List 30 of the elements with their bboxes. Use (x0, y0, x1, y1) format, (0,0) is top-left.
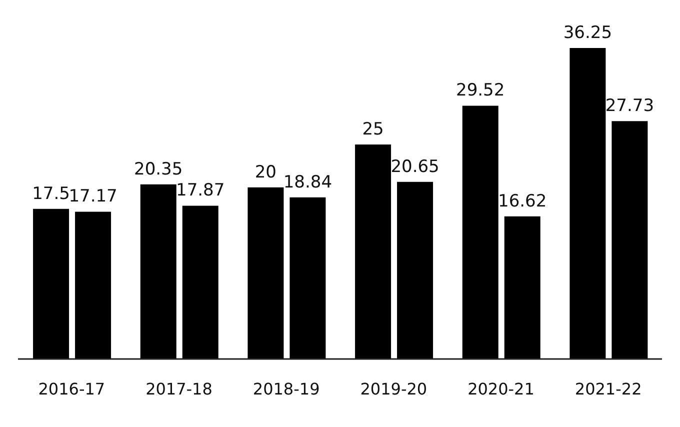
data-label: 29.52 (456, 80, 505, 101)
x-tick-label: 2019-20 (360, 379, 428, 398)
x-tick-label: 2016-17 (38, 379, 106, 398)
bar (33, 208, 70, 359)
x-tick-label: 2021-22 (574, 379, 642, 398)
bar (397, 182, 434, 359)
bar (355, 144, 392, 359)
data-label: 17.17 (68, 186, 118, 207)
data-label: 17.5 (32, 184, 70, 204)
bar (248, 187, 284, 359)
data-label: 27.73 (605, 96, 654, 116)
x-tick-label: 2017-18 (146, 379, 212, 398)
bar (612, 121, 648, 359)
data-label: 18.84 (283, 172, 332, 192)
data-label: 16.62 (498, 191, 547, 212)
data-label: 20.65 (390, 156, 440, 177)
x-tick-label: 2020-21 (468, 379, 534, 398)
bar (290, 197, 326, 359)
x-tick-label: 2018-19 (252, 379, 320, 398)
bar (182, 206, 218, 359)
data-label: 20.35 (134, 159, 183, 180)
bar (140, 184, 176, 359)
data-label: 17.87 (176, 180, 225, 201)
data-label: 36.25 (563, 23, 612, 43)
data-label: 25 (362, 120, 384, 140)
data-label: 20 (254, 162, 277, 182)
bar (504, 216, 540, 359)
bar (462, 106, 498, 359)
bar (75, 212, 112, 359)
bar (570, 48, 606, 359)
